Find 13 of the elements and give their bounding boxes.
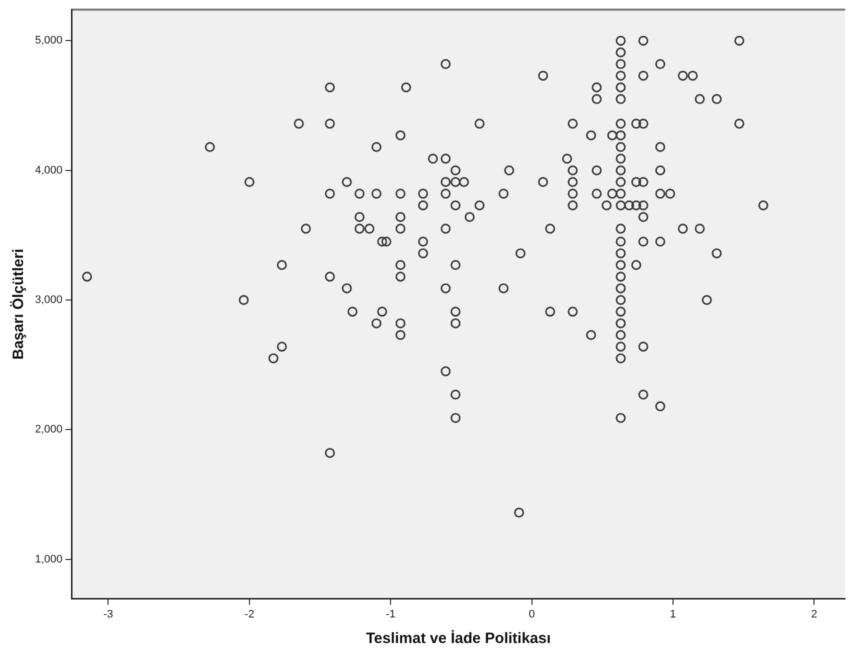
x-tick-label: -3 xyxy=(103,608,114,620)
y-tick-label: 1,000 xyxy=(34,553,63,566)
y-tick-label: 5,000 xyxy=(34,34,63,47)
y-axis-title: Başarı Ölçütleri xyxy=(10,248,28,360)
y-tick-label: 4,000 xyxy=(34,164,63,176)
x-axis-title: Teslimat ve İade Politikası xyxy=(366,630,551,648)
x-tick-label: 2 xyxy=(811,608,818,620)
x-tick-label: -1 xyxy=(386,608,396,620)
y-tick-label: 3,000 xyxy=(34,294,63,306)
x-tick-label: 0 xyxy=(528,608,535,620)
x-tick-label: 1 xyxy=(670,608,676,620)
x-tick-label: -2 xyxy=(244,608,254,620)
y-tick-label: 2,000 xyxy=(34,424,63,436)
